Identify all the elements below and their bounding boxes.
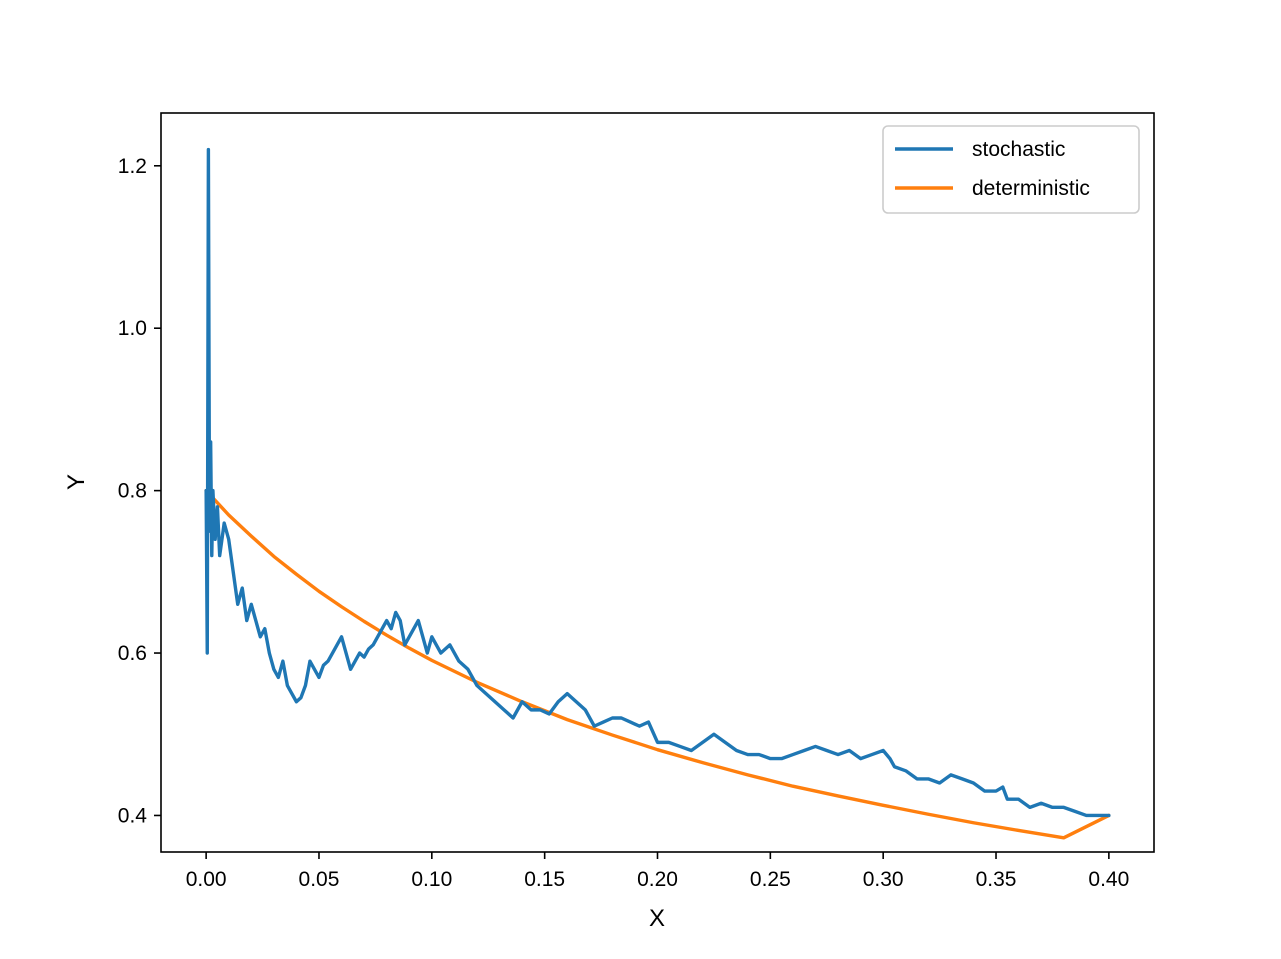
legend: stochastic deterministic xyxy=(882,125,1140,214)
y-axis-ticks: 0.4 0.6 0.8 1.0 1.2 xyxy=(118,155,161,827)
x-axis-label: X xyxy=(649,905,665,932)
x-tick-label: 0.40 xyxy=(1088,868,1129,891)
x-tick-label: 0.35 xyxy=(976,868,1017,891)
legend-label-stochastic: stochastic xyxy=(972,138,1065,161)
x-tick-label: 0.30 xyxy=(863,868,904,891)
legend-label-deterministic: deterministic xyxy=(972,177,1090,200)
x-tick-label: 0.15 xyxy=(524,868,565,891)
x-axis-ticks: 0.00 0.05 0.10 0.15 0.20 0.25 0.30 0.35 0.40 xyxy=(186,852,1129,891)
series-line-stochastic xyxy=(204,147,1111,818)
x-tick-label: 0.25 xyxy=(750,868,791,891)
y-tick-label: 1.0 xyxy=(118,317,147,340)
x-tick-label: 0.10 xyxy=(411,868,452,891)
y-tick-label: 1.2 xyxy=(118,155,147,178)
stochastic-series-layer xyxy=(204,147,1111,818)
y-axis-label: Y xyxy=(63,474,90,490)
y-tick-label: 0.4 xyxy=(118,804,148,827)
x-tick-label: 0.05 xyxy=(299,868,340,891)
x-tick-label: 0.20 xyxy=(637,868,678,891)
y-tick-label: 0.6 xyxy=(118,642,147,665)
y-tick-label: 0.8 xyxy=(118,480,147,503)
plot-frame xyxy=(160,112,1155,853)
x-tick-label: 0.00 xyxy=(186,868,227,891)
plot-background xyxy=(161,113,1154,852)
